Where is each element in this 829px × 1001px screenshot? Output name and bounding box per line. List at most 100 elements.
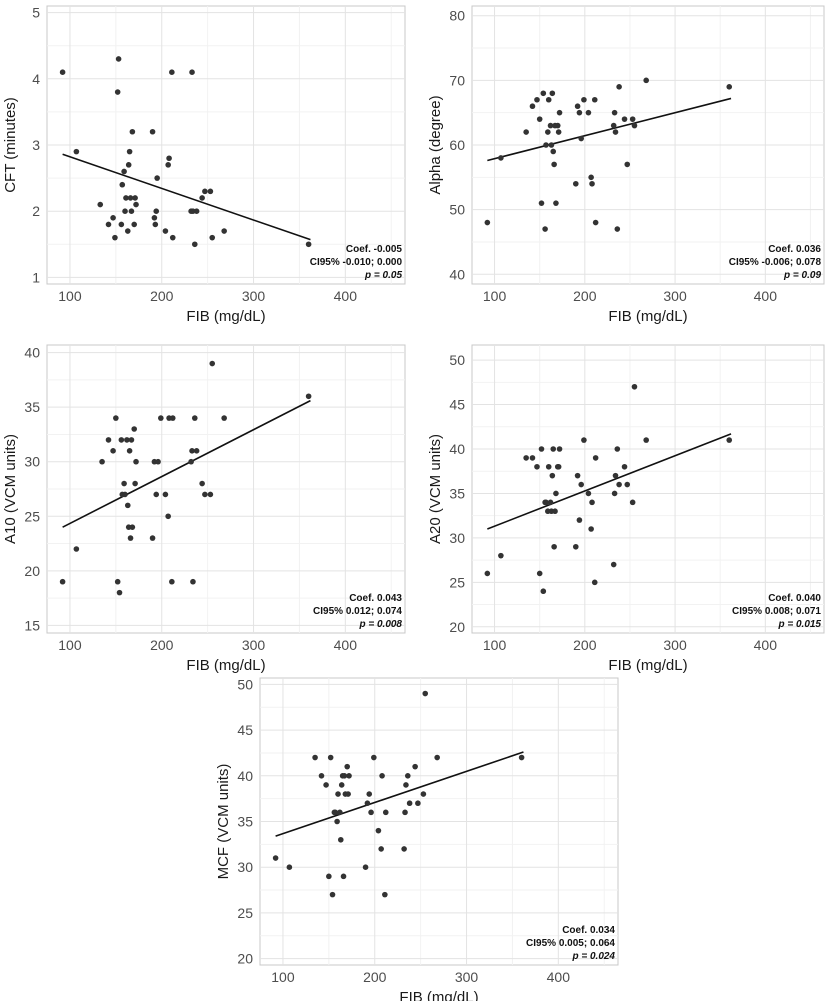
data-point — [110, 215, 116, 221]
data-point — [572, 543, 579, 550]
ci-label: CI95% 0.005; 0.064 — [526, 938, 615, 949]
ci-label: CI95% -0.010; 0.000 — [310, 257, 403, 268]
p-value-label: p = 0.015 — [777, 619, 821, 630]
data-point — [545, 129, 551, 135]
data-point — [153, 208, 160, 214]
ci-label: CI95% 0.008; 0.071 — [732, 606, 821, 617]
data-point — [119, 181, 126, 188]
data-point — [726, 437, 733, 443]
x-tick-label: 100 — [58, 637, 82, 653]
data-point — [202, 188, 208, 195]
trend-line — [275, 751, 524, 837]
y-tick-label: 25 — [24, 508, 40, 524]
x-tick-label: 300 — [455, 969, 479, 985]
data-point — [550, 446, 557, 452]
x-tick-label: 300 — [663, 637, 687, 653]
data-point — [536, 116, 543, 122]
data-point — [105, 437, 112, 443]
y-tick-label: 30 — [449, 530, 465, 546]
coef-label: Coef. 0.040 — [768, 593, 821, 604]
data-point — [529, 103, 536, 110]
x-tick-label: 200 — [150, 637, 174, 653]
y-tick-label: 40 — [237, 768, 253, 784]
data-point — [611, 490, 618, 497]
y-tick-label: 80 — [449, 8, 465, 24]
y-axis-label: A20 (VCM units) — [427, 434, 444, 544]
data-point — [112, 234, 118, 241]
data-point — [193, 208, 200, 214]
panel-mcf: 100 200 300 400 20 25 30 35 40 45 50 FIB (mg/dL) MCF… — [215, 676, 619, 1001]
data-point — [536, 570, 543, 577]
data-point — [629, 499, 636, 506]
data-point — [589, 180, 595, 187]
data-point — [484, 219, 491, 226]
data-point — [371, 754, 377, 761]
data-point — [588, 174, 594, 181]
x-axis-label: FIB (mg/dL) — [186, 657, 265, 674]
data-point — [548, 142, 555, 148]
data-point — [114, 89, 121, 95]
data-point — [188, 458, 194, 465]
panel-a20: 100 200 300 400 20 25 30 35 40 45 50 FIB (mg/dL) A20… — [427, 344, 825, 674]
data-point — [124, 228, 131, 234]
data-point — [126, 448, 133, 454]
data-point — [555, 463, 562, 470]
data-point — [610, 561, 617, 568]
data-point — [344, 763, 351, 770]
data-point — [547, 499, 554, 506]
data-point — [412, 763, 418, 770]
data-point — [346, 772, 352, 779]
x-tick-label: 400 — [754, 637, 778, 653]
data-point — [404, 772, 411, 779]
data-point — [312, 754, 318, 761]
data-point — [105, 221, 112, 228]
coef-label: Coef. -0.005 — [346, 244, 403, 255]
data-point — [124, 502, 131, 509]
data-point — [305, 393, 312, 400]
x-tick-label: 100 — [58, 288, 82, 304]
data-point — [554, 122, 561, 129]
data-point — [191, 415, 198, 421]
data-point — [152, 221, 159, 228]
y-tick-label: 60 — [449, 137, 465, 153]
data-point — [624, 161, 631, 168]
data-point — [540, 90, 547, 97]
data-point — [551, 543, 557, 550]
plot-area — [471, 344, 825, 634]
data-point — [165, 162, 171, 168]
data-point — [318, 772, 325, 779]
data-point — [576, 517, 583, 523]
data-point — [591, 96, 598, 103]
x-tick-label: 100 — [483, 288, 507, 304]
data-point — [272, 855, 279, 861]
data-point — [110, 448, 116, 454]
trend-line — [62, 399, 311, 528]
data-point — [149, 535, 156, 541]
data-point — [149, 128, 156, 135]
data-point — [403, 782, 409, 788]
data-point — [378, 846, 384, 852]
panel-a10: 100 200 300 400 15 20 25 30 35 40 FIB (mg/dL) A10 (… — [2, 344, 406, 674]
data-point — [327, 754, 334, 761]
x-tick-label: 100 — [483, 637, 507, 653]
data-point — [534, 463, 540, 470]
data-point — [158, 415, 164, 421]
data-point — [553, 200, 559, 206]
x-tick-label: 400 — [334, 637, 358, 653]
data-point — [154, 175, 160, 181]
data-point — [162, 491, 169, 498]
data-point — [129, 128, 136, 135]
data-point — [556, 446, 563, 452]
data-point — [498, 552, 504, 559]
y-tick-label: 20 — [24, 563, 40, 579]
data-point — [572, 180, 579, 187]
data-point — [576, 109, 583, 116]
data-point — [616, 84, 622, 90]
data-point — [345, 791, 351, 797]
data-point — [326, 873, 332, 880]
data-point — [612, 472, 619, 479]
data-point — [116, 589, 123, 596]
data-point — [523, 129, 529, 135]
coef-label: Coef. 0.043 — [349, 593, 402, 604]
data-point — [132, 480, 138, 487]
